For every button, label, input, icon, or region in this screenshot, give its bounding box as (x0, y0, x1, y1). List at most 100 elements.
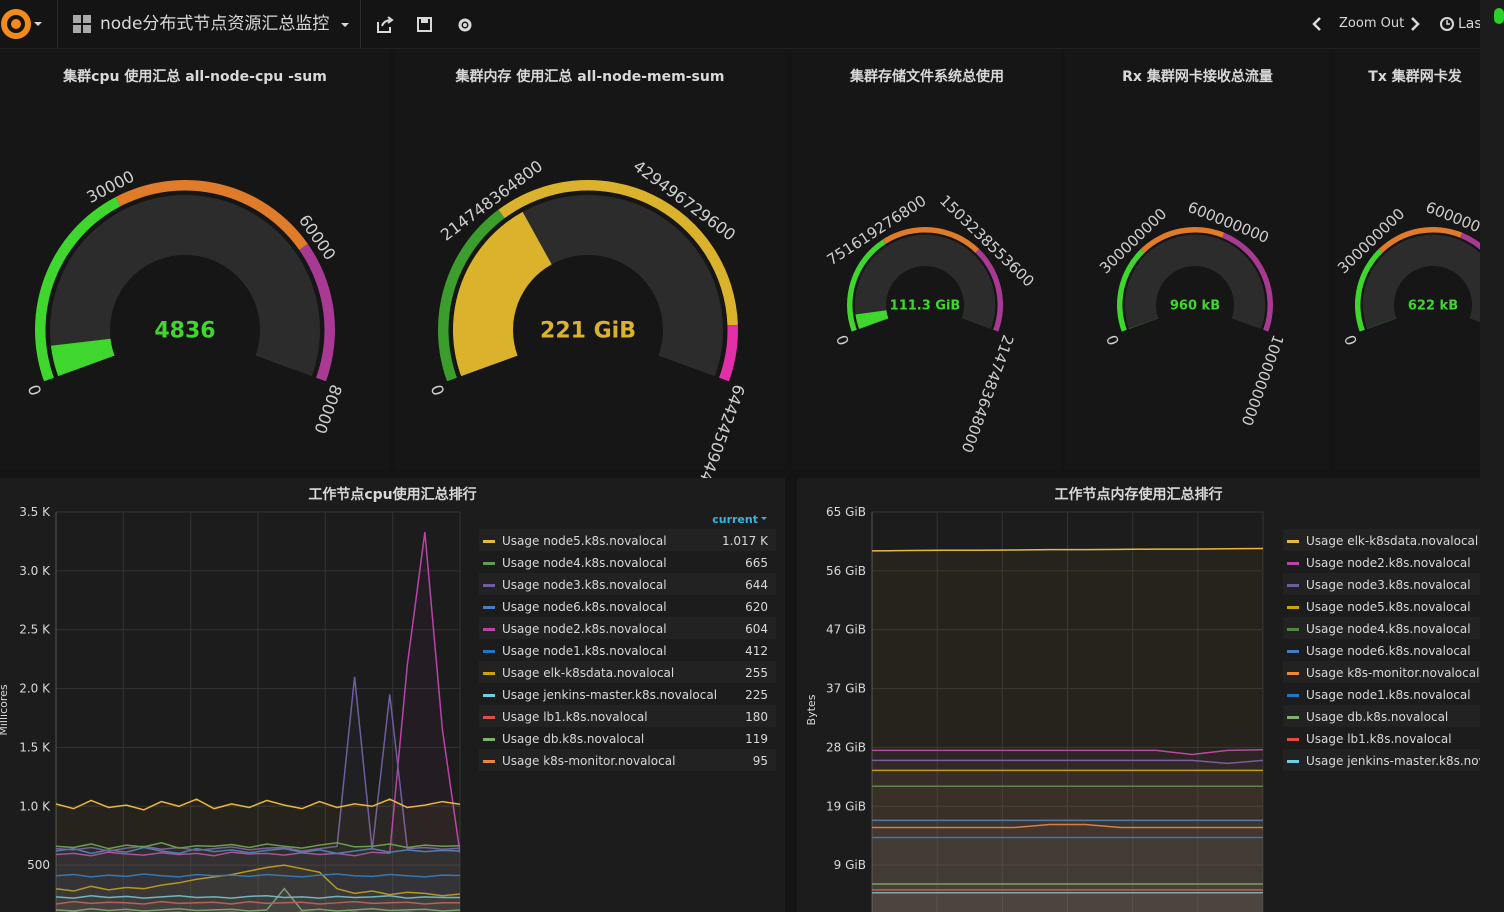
dashboard-title[interactable]: node分布式节点资源汇总监控 (100, 14, 330, 34)
threshold-band (1460, 232, 1480, 250)
legend-row (479, 529, 776, 551)
legend-row (1283, 749, 1480, 771)
series-area (872, 824, 1263, 912)
zoom-forward[interactable] (1410, 16, 1420, 32)
legend-row (1283, 705, 1480, 727)
legend-label: Usage node4.k8s.novalocal (502, 556, 667, 570)
toolbar-icons[interactable] (376, 16, 476, 34)
y-tick-label: 37 GiB (826, 682, 866, 696)
sort-caret (761, 517, 767, 520)
legend-swatch (483, 650, 495, 653)
y-tick-label: 3.5 K (19, 505, 51, 519)
series-area (872, 883, 1263, 912)
gauge-value: 622 kB (1408, 299, 1458, 314)
y-tick-label: 500 (27, 858, 50, 872)
series-area (56, 873, 460, 912)
legend-label: Usage node4.k8s.novalocal (1306, 622, 1471, 636)
zoom-out[interactable]: Zoom Out (1339, 16, 1405, 31)
legend-value: 412 (745, 644, 768, 658)
threshold-band (719, 324, 738, 382)
legend-label: Usage node2.k8s.novalocal (502, 622, 667, 636)
legend-value: 119 (745, 732, 768, 746)
y-tick-label: 19 GiB (826, 799, 866, 813)
legend-label: Usage node5.k8s.novalocal (502, 534, 667, 548)
series-line (56, 873, 460, 878)
y-axis-label: Bytes (805, 694, 818, 725)
threshold-band (115, 180, 308, 250)
plot (56, 531, 460, 912)
y-tick-label: 2.0 K (19, 682, 51, 696)
series-line (56, 887, 460, 912)
legend-row (479, 661, 776, 683)
caret[interactable] (340, 20, 352, 30)
legend-row (479, 617, 776, 639)
legend-label: Usage node3.k8s.novalocal (502, 578, 667, 592)
gauge-body (49, 195, 320, 377)
series-line (872, 823, 1263, 829)
time-range[interactable]: Las (1458, 16, 1482, 32)
legend-header: current (712, 513, 758, 526)
series-area (872, 548, 1263, 912)
series-area (872, 770, 1263, 912)
legend-swatch (483, 694, 495, 697)
gauge-value-fill (1366, 318, 1397, 330)
legend-value: 620 (745, 600, 768, 614)
series-area (56, 901, 460, 912)
series-line (56, 842, 460, 850)
legend-swatch (1287, 672, 1299, 675)
series-area (872, 889, 1263, 912)
series-line (56, 864, 460, 897)
legend-value: 644 (745, 578, 768, 592)
series-area (872, 892, 1263, 912)
series-line (872, 749, 1263, 756)
threshold-band (882, 227, 980, 253)
panel-title: 集群cpu 使用汇总 all-node-cpu -sum (62, 68, 327, 85)
legend-swatch (483, 540, 495, 543)
legend-swatch (1287, 562, 1299, 565)
legend-label: Usage node5.k8s.novalocal (1306, 600, 1471, 614)
threshold-band (299, 243, 335, 382)
legend-row (479, 705, 776, 727)
legend-swatch (1287, 584, 1299, 587)
legend-swatch (1287, 760, 1299, 763)
series-area (56, 847, 460, 912)
legend-label: Usage elk-k8sdata.novalocal (1306, 534, 1478, 548)
legend-value: 1.017 K (722, 534, 769, 548)
legend-row (479, 749, 776, 771)
legend-row (1283, 617, 1480, 639)
clock-icon (1440, 17, 1454, 31)
threshold-band (1117, 248, 1145, 332)
legend-swatch (483, 562, 495, 565)
legend-swatch (1287, 606, 1299, 609)
panel-title: 集群内存 使用汇总 all-node-mem-sum (455, 68, 725, 85)
legend-row (1283, 573, 1480, 595)
legend-swatch (1287, 628, 1299, 631)
threshold-band (34, 196, 121, 382)
legend-swatch (483, 672, 495, 675)
y-tick-label: 1.5 K (19, 740, 51, 754)
legend-swatch (1287, 694, 1299, 697)
logo[interactable] (0, 0, 56, 48)
legend-swatch (483, 716, 495, 719)
legend-value: 225 (745, 688, 768, 702)
legend-row (1283, 529, 1480, 551)
gauge-value-fill (50, 338, 115, 377)
legend-label: Usage node6.k8s.novalocal (1306, 644, 1471, 658)
series-area (56, 842, 460, 912)
series-area (56, 865, 460, 912)
legend-label: Usage jenkins-master.k8s.novalocal (1306, 754, 1480, 768)
y-axis-label: Millicores (0, 684, 10, 736)
zoom-back[interactable] (1312, 16, 1322, 32)
y-tick-label: 47 GiB (826, 623, 866, 637)
series-line (56, 676, 460, 852)
legend-value: 665 (745, 556, 768, 570)
legend-value: 95 (753, 754, 768, 768)
legend-label: Usage k8s-monitor.novalocal (1306, 666, 1479, 680)
legend-label: Usage node1.k8s.novalocal (1306, 688, 1471, 702)
gauge-value: 4836 (154, 319, 215, 344)
legend-label: Usage elk-k8sdata.novalocal (502, 666, 674, 680)
legend-swatch (1287, 738, 1299, 741)
y-tick-label: 28 GiB (826, 740, 866, 754)
legend-swatch (483, 628, 495, 631)
